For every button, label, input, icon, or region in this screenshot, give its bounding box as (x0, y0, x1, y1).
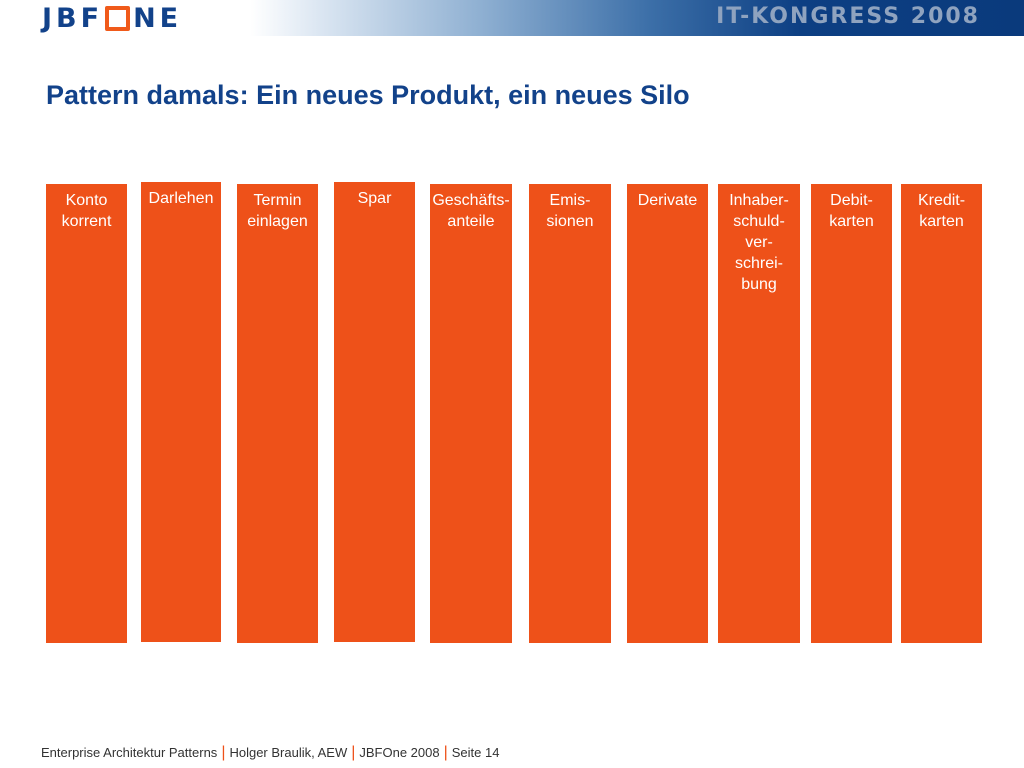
silo-kreditkarten: Kredit- karten (901, 184, 982, 643)
silo-derivate: Derivate (627, 184, 708, 643)
footer-event: JBFOne 2008 (359, 745, 440, 760)
footer-separator: | (351, 744, 356, 761)
silo-label: Darlehen (148, 190, 214, 207)
silo-geschaeftsanteile: Geschäfts- anteile (430, 184, 512, 643)
footer-presentation: Enterprise Architektur Patterns (41, 745, 218, 760)
silo-darlehen: Darlehen (141, 182, 221, 642)
silo-label: Konto korrent (61, 192, 112, 230)
silo-label: Spar (357, 190, 392, 207)
silo-label: Inhaber- schuld- ver- schrei- bung (729, 192, 789, 293)
silo-label: Termin einlagen (247, 192, 308, 230)
silo-emissionen: Emis- sionen (529, 184, 611, 643)
logo-o-square-icon (105, 5, 131, 31)
silo-label: Emis- sionen (546, 192, 594, 230)
silo-debitkarten: Debit- karten (811, 184, 892, 643)
jbfone-logo: JBF NE (42, 2, 183, 34)
silo-label: Geschäfts- anteile (432, 192, 510, 230)
silo-inhaberschuldverschreibung: Inhaber- schuld- ver- schrei- bung (718, 184, 800, 643)
footer-separator: | (221, 744, 226, 761)
silo-termineinlagen: Termin einlagen (237, 184, 318, 643)
footer-author: Holger Braulik, AEW (229, 745, 348, 760)
silo-kontokorrent: Konto korrent (46, 184, 127, 643)
silo-spar: Spar (334, 182, 415, 642)
silo-label: Debit- karten (829, 192, 874, 230)
header-bar: JBF NE IT-KONGRESS 2008 (0, 0, 1024, 36)
slide-title: Pattern damals: Ein neues Produkt, ein n… (46, 80, 690, 110)
event-title: IT-KONGRESS 2008 (716, 4, 980, 29)
footer: Enterprise Architektur Patterns | Holger B… (41, 744, 499, 762)
silo-label: Kredit- karten (917, 192, 966, 230)
footer-separator: | (443, 744, 448, 761)
footer-page-number: Seite 14 (451, 745, 500, 760)
silo-label: Derivate (637, 192, 698, 209)
